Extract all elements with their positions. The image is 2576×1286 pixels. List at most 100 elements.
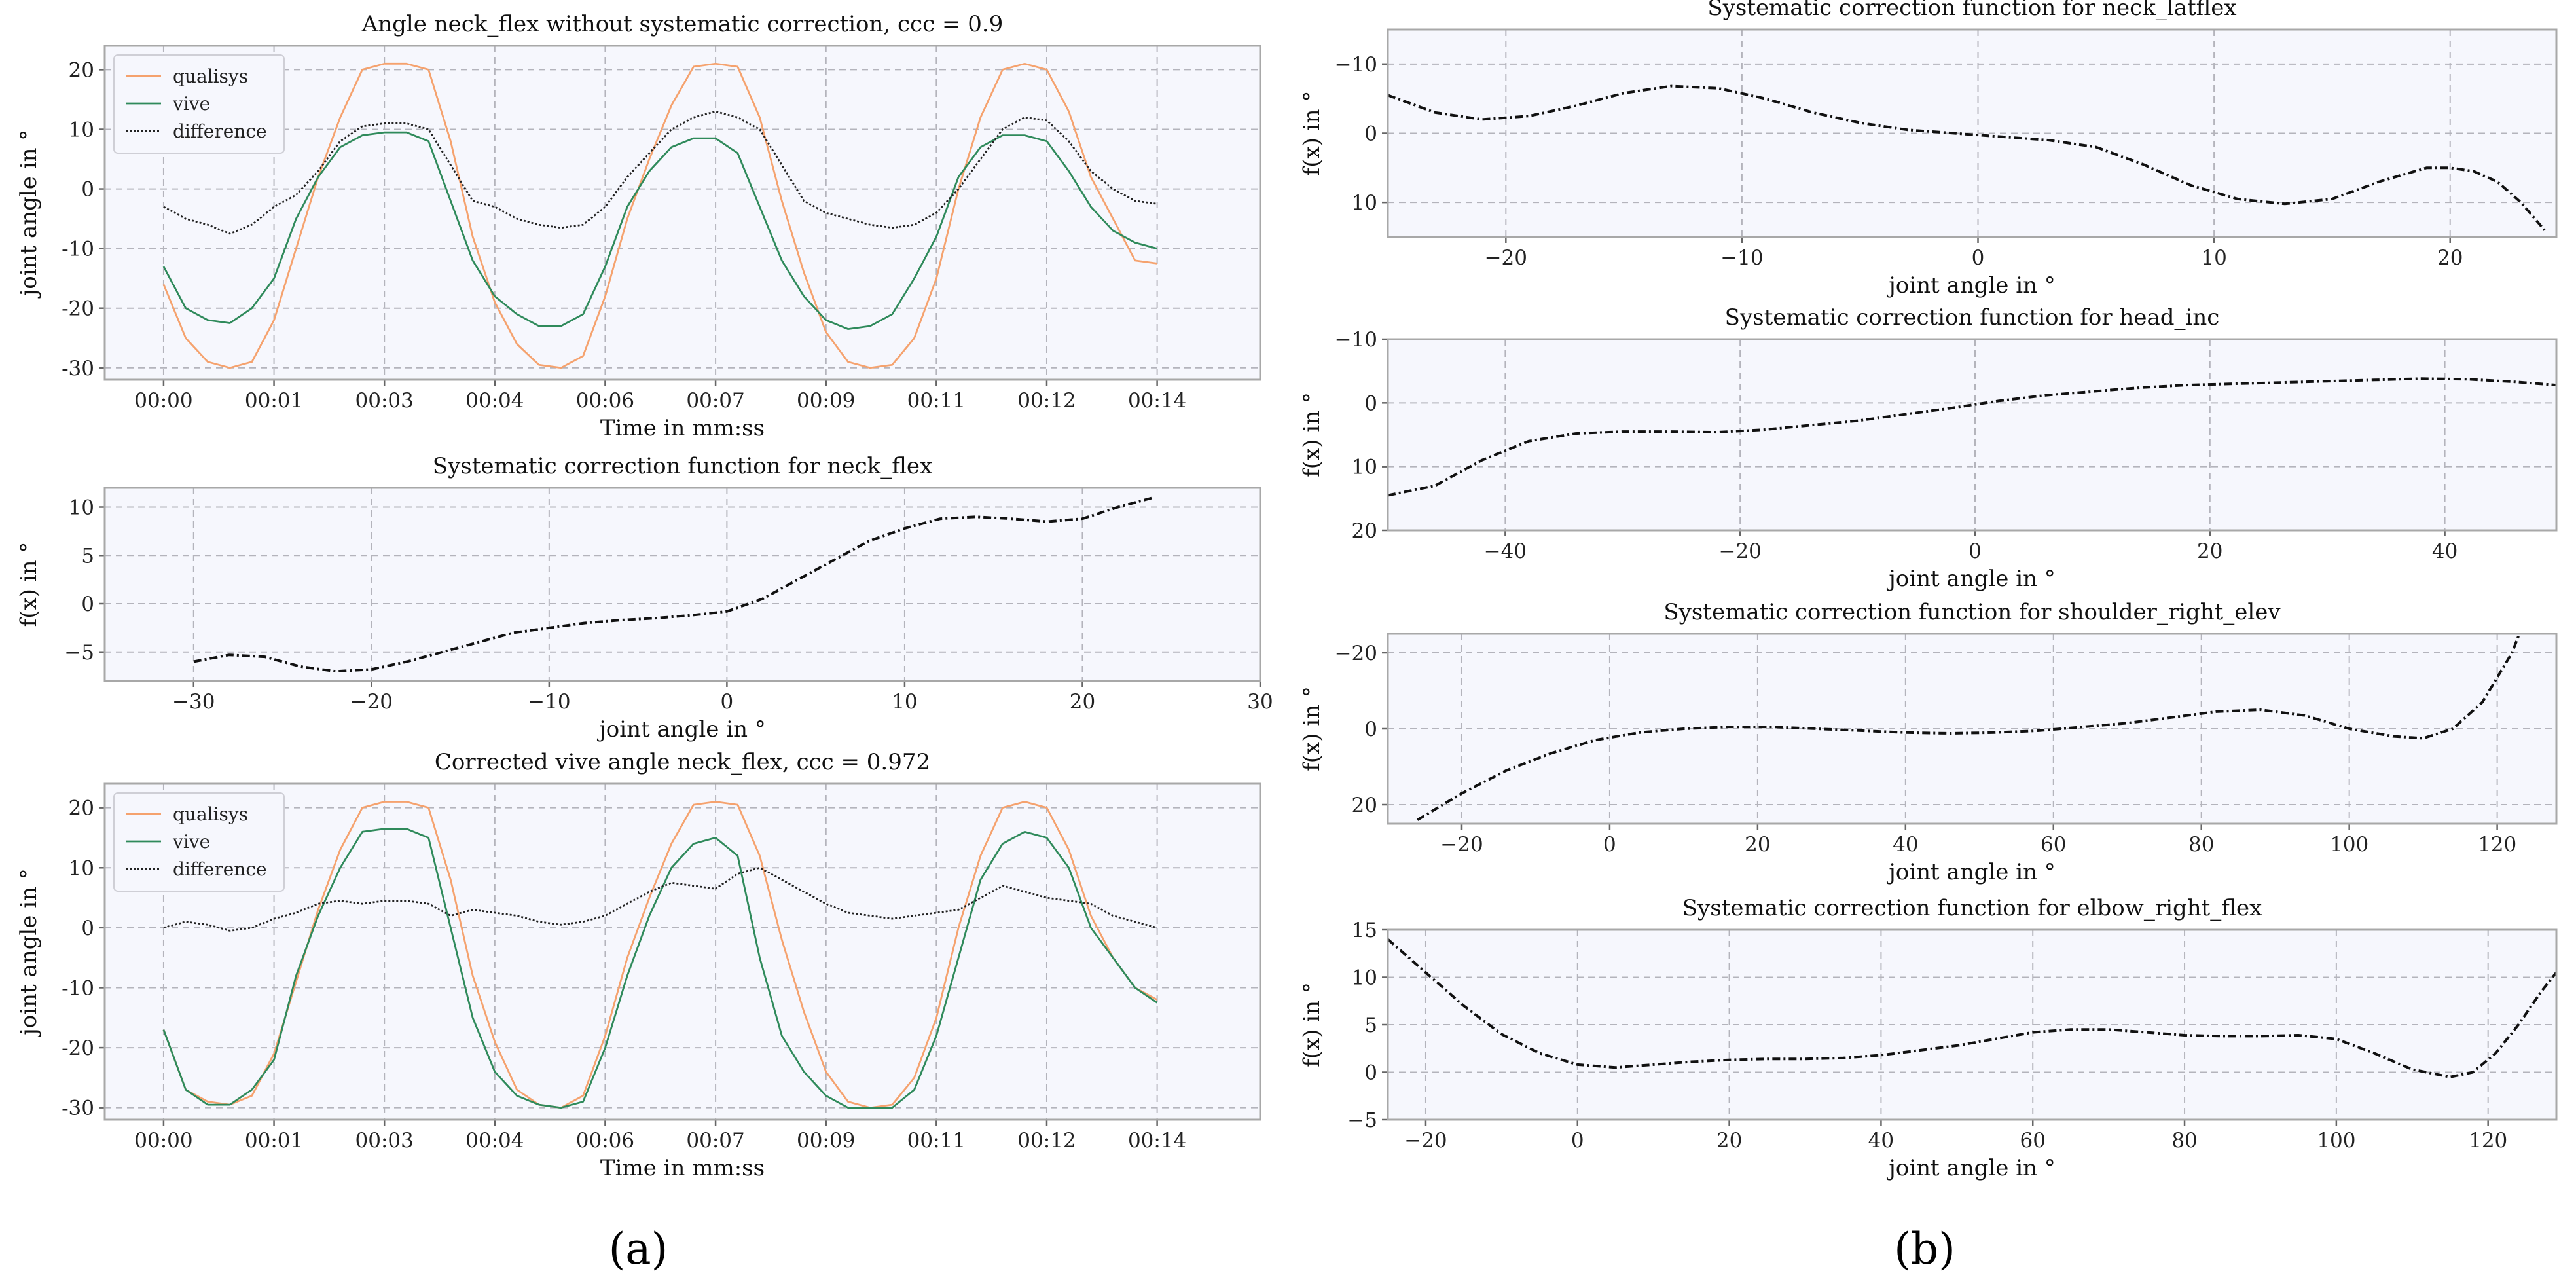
legend-box — [113, 792, 285, 892]
x-axis-label: Time in mm:ss — [600, 1155, 765, 1181]
chart-title: Angle neck_flex without systematic corre… — [361, 11, 1004, 37]
y-tick-label: 10 — [1352, 191, 1377, 215]
x-tick-label: 00:03 — [355, 389, 414, 413]
y-tick-label: -20 — [62, 1037, 94, 1060]
x-axis-label: joint angle in ° — [1886, 566, 2056, 592]
legend-label-difference: difference — [173, 120, 267, 142]
plot-area — [1388, 339, 2556, 530]
x-tick-label: −20 — [1440, 833, 1483, 856]
y-tick-label: 5 — [1364, 1014, 1377, 1037]
y-tick-label: −5 — [1347, 1109, 1377, 1132]
y-tick-label: -30 — [62, 357, 94, 380]
x-tick-label: 60 — [2041, 833, 2066, 856]
chart-title: Systematic correction function for elbow… — [1682, 895, 2262, 921]
axes-frame — [103, 45, 1261, 381]
chart-title: Systematic correction function for neck_… — [433, 453, 932, 479]
y-tick-label: 0 — [1364, 122, 1377, 146]
series-line-fx — [1388, 84, 2546, 231]
axes-frame — [103, 782, 1261, 1121]
y-tick-label: 0 — [81, 917, 94, 940]
series-line-vive — [162, 828, 1158, 1109]
x-axis-label: Time in mm:ss — [600, 415, 765, 441]
x-tick-label: 00:12 — [1017, 1129, 1076, 1152]
y-axis-label: f(x) in ° — [1299, 91, 1325, 176]
x-tick-label: 80 — [2171, 1129, 2197, 1152]
series-line-fx — [1417, 634, 2521, 821]
y-axis-label: f(x) in ° — [1299, 982, 1325, 1067]
y-tick-label: 20 — [1352, 794, 1377, 817]
x-tick-label: 20 — [1745, 833, 1770, 856]
x-tick-label: −10 — [1720, 246, 1763, 270]
chart-b4: −20 0 20 40 60 80 100 120 −5 0 5 10 15 Systematic cor… — [1299, 895, 2558, 1181]
y-tick-label: −20 — [1335, 642, 1377, 665]
x-tick-label: 00:11 — [907, 389, 966, 413]
y-tick-label: -20 — [62, 297, 94, 321]
axes-frame — [1387, 28, 2558, 238]
y-tick-label: 10 — [1352, 966, 1377, 990]
y-tick-label: -10 — [62, 976, 94, 1000]
x-tick-label: 00:00 — [134, 1129, 192, 1152]
x-tick-label: 10 — [2201, 246, 2226, 270]
legend-label-qualisys: qualisys — [173, 803, 248, 825]
x-tick-label: 00:04 — [465, 389, 524, 413]
y-tick-label: 0 — [81, 593, 94, 616]
chart-b2: −40 −20 0 20 40 −10 0 10 20 Systematic correction… — [1299, 304, 2558, 592]
caption-b: (b) — [1894, 1224, 1955, 1274]
y-tick-label: 20 — [69, 58, 94, 82]
x-tick-label: 60 — [2020, 1129, 2046, 1152]
caption-a: (a) — [609, 1224, 668, 1274]
plot-area — [105, 784, 1260, 1120]
y-tick-label: 10 — [69, 496, 94, 520]
series-line-fx — [1388, 377, 2556, 497]
x-tick-label: 100 — [2330, 833, 2368, 856]
y-tick-label: −5 — [64, 641, 94, 665]
plot-area — [105, 46, 1260, 380]
x-tick-label: 30 — [1247, 690, 1273, 714]
chart-a1: 00:00 00:01 00:03 00:04 00:06 00:07 00:09 00:11… — [16, 11, 1261, 441]
x-axis-label: joint angle in ° — [1886, 859, 2056, 885]
series-line-qualisys — [162, 62, 1157, 369]
x-tick-label: 40 — [1868, 1129, 1894, 1152]
y-tick-label: 0 — [1364, 392, 1377, 415]
x-tick-label: 00:01 — [245, 389, 303, 413]
x-tick-label: 100 — [2317, 1129, 2355, 1152]
x-axis-label: joint angle in ° — [596, 716, 766, 743]
x-tick-label: −20 — [350, 690, 393, 714]
x-tick-label: 00:00 — [134, 389, 192, 413]
y-axis-label: joint angle in ° — [16, 868, 42, 1038]
legend-label-vive: vive — [172, 93, 210, 115]
chart-title: Systematic correction function for shoul… — [1663, 599, 2281, 625]
x-tick-label: 120 — [2478, 833, 2516, 856]
y-tick-label: 10 — [69, 856, 94, 880]
legend-label-difference: difference — [173, 858, 267, 880]
x-tick-label: 00:09 — [797, 389, 855, 413]
x-tick-label: 00:09 — [797, 1129, 855, 1152]
y-tick-label: −10 — [1335, 53, 1377, 77]
chart-title: Systematic correction function for head_… — [1725, 304, 2220, 331]
chart-b1: −20 −10 0 10 20 −10 0 10 Systematic correction f… — [1299, 0, 2558, 299]
x-tick-label: 00:07 — [686, 389, 744, 413]
x-axis-label: joint angle in ° — [1886, 1155, 2056, 1181]
x-tick-label: 80 — [2188, 833, 2214, 856]
y-tick-label: 0 — [1364, 718, 1377, 741]
chart-b3: −20 0 20 40 60 80 100 120 −20 0 20 Systematic corre… — [1299, 599, 2558, 885]
x-tick-label: 00:06 — [576, 389, 634, 413]
y-tick-label: -30 — [62, 1097, 94, 1120]
series-line-fx — [1388, 938, 2556, 1078]
x-tick-label: −40 — [1484, 540, 1527, 563]
x-tick-label: −20 — [1485, 246, 1527, 270]
chart-title: Systematic correction function for neck_… — [1707, 0, 2236, 21]
x-tick-label: 40 — [2432, 540, 2458, 563]
x-tick-label: 00:11 — [907, 1129, 966, 1152]
x-axis-label: joint angle in ° — [1886, 272, 2056, 299]
x-tick-label: 20 — [1716, 1129, 1742, 1152]
x-tick-label: 0 — [1968, 540, 1982, 563]
legend-label-qualisys: qualisys — [173, 65, 248, 87]
x-tick-label: 40 — [1893, 833, 1918, 856]
x-tick-label: 10 — [892, 690, 917, 714]
y-tick-label: 10 — [69, 119, 94, 142]
y-tick-label: −10 — [1335, 328, 1377, 352]
x-tick-label: 00:14 — [1128, 1129, 1186, 1152]
axes-frame — [1387, 338, 2558, 532]
